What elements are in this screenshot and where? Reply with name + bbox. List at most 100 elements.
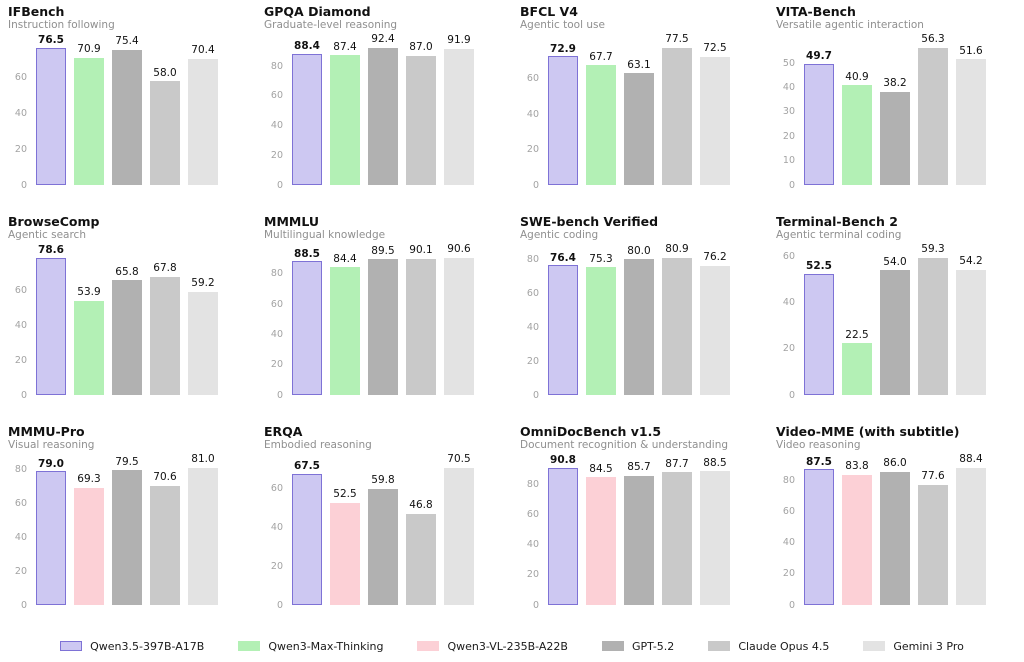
bar-value-label: 53.9 xyxy=(77,286,101,299)
chart-title: BrowseComp xyxy=(8,214,100,229)
legend-label: Qwen3-Max-Thinking xyxy=(268,639,384,653)
legend-swatch xyxy=(417,641,440,651)
legend-item: GPT-5.2 xyxy=(601,640,674,653)
bar: 88.5 xyxy=(292,248,322,395)
bar-value-label: 87.7 xyxy=(665,457,689,470)
bar: 88.5 xyxy=(700,458,730,605)
bar-value-label: 90.1 xyxy=(409,244,433,257)
benchmark-chart: BFCL V4 Agentic tool use 0 20 40 60 72.9 67.7 63… xyxy=(512,0,768,210)
bar-value-label: 72.5 xyxy=(703,42,727,55)
bar: 75.3 xyxy=(586,254,616,395)
bar-value-label: 72.9 xyxy=(550,42,576,55)
plot-area: 0 20 40 60 80 88.5 84.4 89.5 90.1 90.6 xyxy=(256,244,512,399)
y-axis-tick-label: 20 xyxy=(270,358,283,370)
chart-title: MMMLU xyxy=(264,214,319,229)
y-axis-tick-label: 0 xyxy=(532,389,539,401)
y-axis-tick-label: 80 xyxy=(526,478,539,490)
bar: 76.2 xyxy=(700,252,730,395)
legend-swatch xyxy=(863,641,886,651)
bar: 58.0 xyxy=(150,67,180,185)
bar-value-label: 87.4 xyxy=(333,40,357,53)
bar: 88.4 xyxy=(292,41,322,185)
y-axis-tick-label: 0 xyxy=(532,599,539,611)
bar: 54.2 xyxy=(956,256,986,395)
benchmark-chart: BrowseComp Agentic search 0 20 40 60 78.6 53.9 6… xyxy=(0,210,256,420)
bar-value-label: 22.5 xyxy=(845,328,869,341)
bar-value-label: 89.5 xyxy=(371,244,395,257)
y-axis-tick-label: 40 xyxy=(782,81,795,93)
bar: 67.5 xyxy=(292,461,322,605)
bar: 81.0 xyxy=(188,454,218,605)
y-axis-tick-label: 80 xyxy=(782,475,795,487)
bar-value-label: 40.9 xyxy=(845,70,869,83)
bar-value-label: 65.8 xyxy=(115,265,139,278)
bar-value-label: 88.5 xyxy=(294,247,320,260)
bar: 90.1 xyxy=(406,245,436,395)
legend-label: Gemini 3 Pro xyxy=(893,639,964,653)
bar-value-label: 75.4 xyxy=(115,35,139,48)
bar-value-label: 70.5 xyxy=(447,453,471,466)
bar: 49.7 xyxy=(804,51,834,185)
bar-value-label: 76.2 xyxy=(703,251,727,264)
plot-area: 0 20 40 60 80 87.5 83.8 86.0 77.6 88.4 xyxy=(768,454,1024,609)
benchmark-chart: OmniDocBench v1.5 Document recognition & … xyxy=(512,420,768,630)
bar-value-label: 69.3 xyxy=(77,473,101,486)
chart-subtitle: Agentic tool use xyxy=(520,19,605,31)
bar-value-label: 70.6 xyxy=(153,471,177,484)
bar: 70.4 xyxy=(188,45,218,185)
bar: 88.4 xyxy=(956,454,986,605)
bar-value-label: 88.4 xyxy=(294,40,320,53)
bar-value-label: 56.3 xyxy=(921,33,945,46)
y-axis-tick-label: 40 xyxy=(782,537,795,549)
bar-value-label: 46.8 xyxy=(409,499,433,512)
chart-subtitle: Visual reasoning xyxy=(8,439,95,451)
y-axis-tick-label: 10 xyxy=(782,154,795,166)
bar: 77.5 xyxy=(662,34,692,185)
legend-label: Qwen3.5-397B-A17B xyxy=(90,639,205,653)
bar-value-label: 79.0 xyxy=(38,457,64,470)
legend-item: Qwen3-VL-235B-A22B xyxy=(417,640,568,653)
bar-value-label: 54.0 xyxy=(883,255,907,268)
bar-value-label: 88.4 xyxy=(959,453,983,466)
benchmark-chart: ERQA Embodied reasoning 0 20 40 60 67.5 52.5 59.… xyxy=(256,420,512,630)
y-axis-tick-label: 0 xyxy=(532,179,539,191)
bar-value-label: 84.5 xyxy=(589,462,613,475)
bar-value-label: 84.4 xyxy=(333,252,357,265)
bar-value-label: 70.4 xyxy=(191,44,215,57)
chart-subtitle: Versatile agentic interaction xyxy=(776,19,924,31)
bar: 51.6 xyxy=(956,46,986,185)
bar-value-label: 49.7 xyxy=(806,50,832,63)
bar-value-label: 59.8 xyxy=(371,474,395,487)
y-axis-tick-label: 80 xyxy=(14,463,27,475)
y-axis-tick-label: 40 xyxy=(14,107,27,119)
y-axis-tick-label: 60 xyxy=(526,508,539,520)
chart-subtitle: Agentic coding xyxy=(520,229,599,241)
bar-value-label: 59.2 xyxy=(191,277,215,290)
bar: 75.4 xyxy=(112,36,142,185)
plot-area: 0 20 40 60 72.9 67.7 63.1 77.5 72.5 xyxy=(512,34,768,189)
bar: 90.6 xyxy=(444,244,474,395)
bar: 79.0 xyxy=(36,459,66,605)
bar-value-label: 54.2 xyxy=(959,255,983,268)
plot-area: 0 20 40 60 67.5 52.5 59.8 46.8 70.5 xyxy=(256,454,512,609)
chart-subtitle: Graduate-level reasoning xyxy=(264,19,398,31)
chart-title: VITA-Bench xyxy=(776,4,856,19)
y-axis-tick-label: 0 xyxy=(20,599,27,611)
y-axis-tick-label: 20 xyxy=(14,354,27,366)
chart-title: OmniDocBench v1.5 xyxy=(520,424,662,439)
chart-subtitle: Document recognition & understanding xyxy=(520,439,729,451)
bar: 59.2 xyxy=(188,278,218,395)
bar: 84.5 xyxy=(586,464,616,605)
y-axis-tick-label: 60 xyxy=(270,298,283,310)
legend-item: Gemini 3 Pro xyxy=(863,640,964,653)
bar-value-label: 51.6 xyxy=(959,44,983,57)
y-axis-tick-label: 60 xyxy=(782,506,795,518)
bar-value-label: 76.5 xyxy=(38,34,64,47)
bar-value-label: 67.7 xyxy=(589,50,613,63)
chart-title: GPQA Diamond xyxy=(264,4,371,19)
y-axis-tick-label: 20 xyxy=(782,130,795,142)
plot-area: 0 20 40 60 80 76.4 75.3 80.0 80.9 76.2 xyxy=(512,244,768,399)
bar-value-label: 58.0 xyxy=(153,66,177,79)
bar-value-label: 92.4 xyxy=(371,33,395,46)
